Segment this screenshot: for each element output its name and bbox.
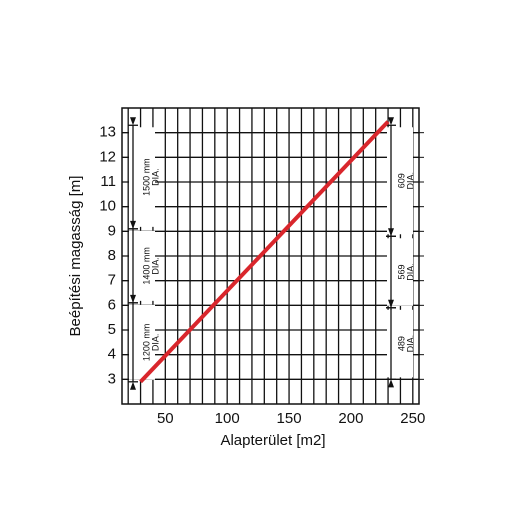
- annotation-text: DIA.: [150, 257, 160, 275]
- x-axis-label: Alapterület [m2]: [220, 432, 325, 449]
- y-tick-label: 13: [99, 124, 116, 141]
- dimension-arrow: [388, 228, 394, 237]
- x-tick-label: 200: [338, 410, 363, 427]
- annotation-text: 489: [396, 336, 406, 351]
- x-tick-label: 250: [400, 410, 425, 427]
- x-tick-label: 50: [157, 410, 174, 427]
- y-tick-label: 8: [108, 247, 116, 264]
- annotation-text: 1500 mm: [141, 158, 151, 196]
- y-tick-label: 10: [99, 198, 116, 215]
- y-axis-label: Beépítési magasság [m]: [67, 176, 84, 337]
- annotation-text: DIA.: [405, 335, 415, 353]
- annotation-text: DIA.: [150, 334, 160, 352]
- dimension-arrow: [130, 220, 136, 229]
- annotation-text: DIA.: [405, 172, 415, 190]
- annotation-text: DIA.: [150, 168, 160, 186]
- x-tick-label: 150: [277, 410, 302, 427]
- y-tick-label: 5: [108, 321, 116, 338]
- annotation-text: DIA.: [405, 263, 415, 281]
- y-tick-label: 7: [108, 272, 116, 289]
- y-tick-label: 12: [99, 148, 116, 165]
- dimension-arrow: [388, 299, 394, 308]
- y-tick-label: 9: [108, 222, 116, 239]
- dimension-arrow: [388, 379, 394, 388]
- dimension-arrow: [130, 117, 136, 126]
- y-tick-label: 6: [108, 296, 116, 313]
- annotation-text: 609: [396, 173, 406, 188]
- y-tick-label: 11: [100, 173, 116, 190]
- dimension-arrow: [130, 294, 136, 303]
- data-line: [139, 120, 390, 384]
- annotation-text: 1400 mm: [141, 247, 151, 285]
- dimension-arrow: [130, 381, 136, 390]
- dimension-arrow: [388, 117, 394, 126]
- annotation-text: 1200 mm: [141, 324, 151, 362]
- y-tick-label: 3: [108, 370, 116, 387]
- y-tick-label: 4: [108, 346, 116, 363]
- annotation-text: 569: [396, 265, 406, 280]
- x-tick-label: 100: [215, 410, 240, 427]
